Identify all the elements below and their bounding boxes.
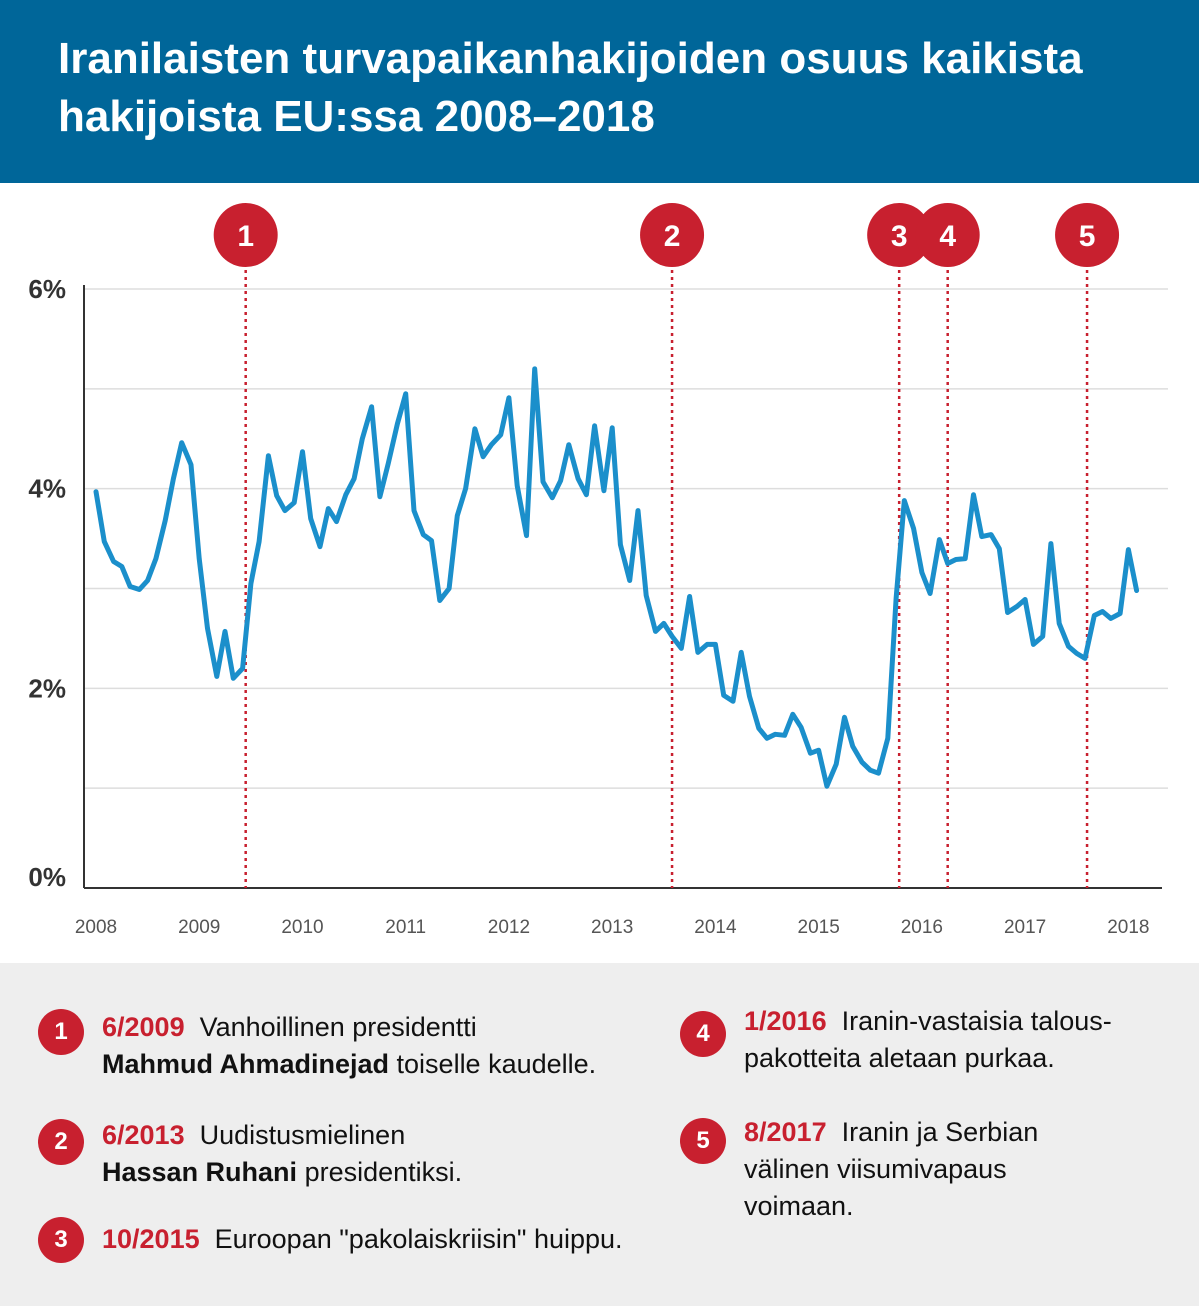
x-tick-label-2012: 2012 (488, 917, 530, 938)
note-1-date: 6/2009 (102, 1012, 185, 1042)
note-3-badge: 3 (38, 1217, 84, 1263)
note-5: 8/2017 Iranin ja Serbian välinen viisumi… (744, 1114, 1184, 1225)
marker-badge-3 (867, 203, 932, 267)
marker-badge-5 (1055, 203, 1120, 267)
x-tick-label-2017: 2017 (1004, 917, 1046, 938)
note-5-badge: 5 (680, 1118, 726, 1164)
x-tick-label-2015: 2015 (798, 917, 840, 938)
note-3-date: 10/2015 (102, 1224, 200, 1254)
marker-number-3: 3 (891, 220, 908, 253)
marker-badge-4 (915, 203, 980, 267)
y-tick-label-6: 6% (28, 274, 66, 304)
note-1: 6/2009 Vanhoillinen presidentti Mahmud A… (102, 1009, 672, 1083)
note-5-date: 8/2017 (744, 1117, 827, 1147)
x-tick-label-2010: 2010 (281, 917, 323, 938)
series-line-0 (93, 366, 1140, 789)
y-tick-label-0: 0% (28, 862, 66, 892)
marker-badge-2 (640, 203, 705, 267)
notes-panel: 1 6/2009 Vanhoillinen presidentti Mahmud… (0, 963, 1199, 1306)
x-tick-label-2008: 2008 (75, 917, 117, 938)
note-1-text: Vanhoillinen presidentti (199, 1012, 477, 1042)
note-3: 10/2015 Euroopan "pakolaiskriisin" huipp… (102, 1221, 702, 1258)
header-banner: Iranilaisten turvapaikanhakijoiden osuus… (0, 0, 1199, 183)
note-2-date: 6/2013 (102, 1120, 185, 1150)
x-tick-label-2016: 2016 (901, 917, 943, 938)
page-title: Iranilaisten turvapaikanhakijoiden osuus… (58, 34, 1083, 141)
note-4-text-2: pakotteita aletaan purkaa. (744, 1043, 1055, 1073)
note-5-text-2: välinen viisumivapaus (744, 1154, 1007, 1184)
x-tick-label-2009: 2009 (178, 917, 220, 938)
note-4-badge: 4 (680, 1011, 726, 1057)
x-tick-label-2013: 2013 (591, 917, 633, 938)
note-1-bold: Mahmud Ahmadinejad (102, 1049, 390, 1079)
note-1-badge: 1 (38, 1009, 84, 1055)
note-2-after: presidentiksi. (297, 1157, 463, 1187)
note-4: 1/2016 Iranin-vastaisia talous- pakottei… (744, 1003, 1184, 1077)
note-2: 6/2013 Uudistusmielinen Hassan Ruhani pr… (102, 1117, 672, 1191)
x-tick-label-2018: 2018 (1107, 917, 1149, 938)
note-2-text: Uudistusmielinen (199, 1120, 406, 1150)
note-4-text-1: Iranin-vastaisia talous- (841, 1006, 1112, 1036)
note-2-bold: Hassan Ruhani (102, 1157, 298, 1187)
marker-number-4: 4 (939, 220, 956, 253)
y-tick-label-2: 2% (28, 673, 66, 703)
chart-area: 0% 2% 4% 6% 2008 2009 2010 2011 2012 2013 2014 2015… (0, 183, 1199, 963)
note-5-text-3: voimaan. (744, 1191, 854, 1221)
marker-number-5: 5 (1079, 220, 1096, 253)
y-tick-label-4: 4% (28, 474, 66, 504)
note-1-after: toiselle kaudelle. (389, 1049, 597, 1079)
marker-badge-1 (213, 203, 278, 267)
marker-number-1: 1 (237, 220, 254, 253)
note-5-text-1: Iranin ja Serbian (841, 1117, 1039, 1147)
note-4-date: 1/2016 (744, 1006, 827, 1036)
x-tick-label-2014: 2014 (694, 917, 737, 938)
note-2-badge: 2 (38, 1119, 84, 1165)
x-tick-label-2011: 2011 (385, 917, 426, 938)
marker-number-2: 2 (664, 220, 681, 253)
note-3-text: Euroopan "pakolaiskriisin" huippu. (214, 1224, 623, 1254)
line-chart: 0% 2% 4% 6% 2008 2009 2010 2011 2012 2013 2014 2015… (28, 203, 1168, 938)
